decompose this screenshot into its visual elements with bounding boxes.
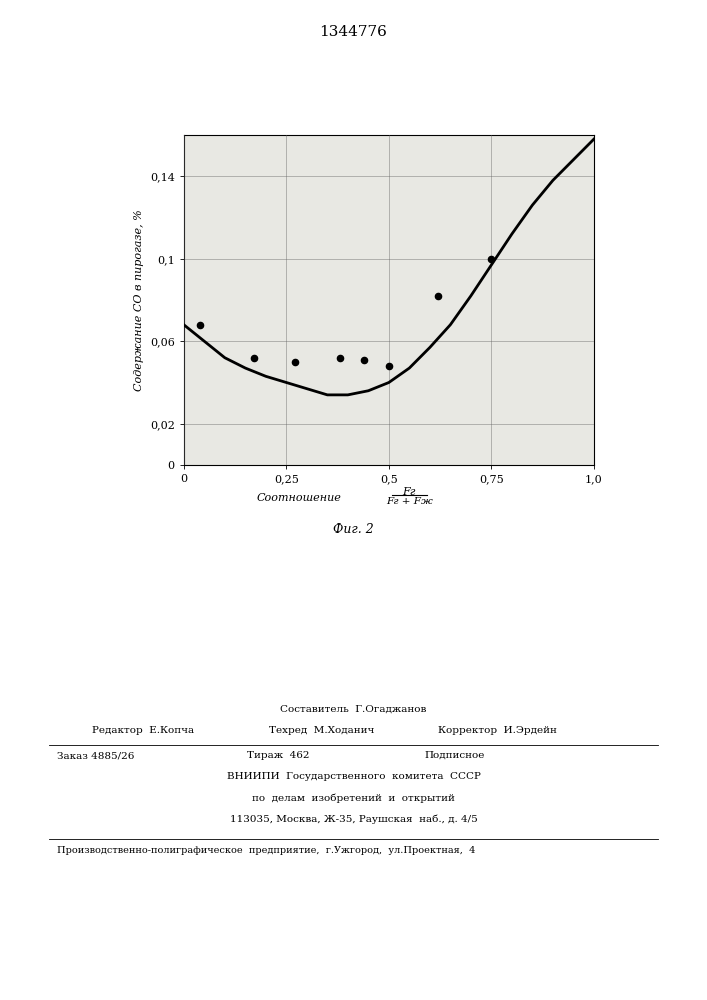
Point: [358, 352, 370, 368]
Point: [194, 317, 206, 333]
Text: Соотношение: Соотношение: [256, 493, 341, 503]
Text: 113035, Москва, Ж-35, Раушская  наб., д. 4/5: 113035, Москва, Ж-35, Раушская наб., д. …: [230, 814, 477, 824]
Point: [486, 251, 497, 267]
Text: Подписное: Подписное: [424, 751, 484, 760]
Text: Фиг. 2: Фиг. 2: [333, 523, 374, 536]
Point: [248, 350, 259, 366]
Text: 1344776: 1344776: [320, 25, 387, 39]
Point: [433, 288, 444, 304]
Text: Производственно-полиграфическое  предприятие,  г.Ужгород,  ул.Проектная,  4: Производственно-полиграфическое предприя…: [57, 846, 475, 855]
Point: [289, 354, 300, 370]
Text: Техред  М.Ходанич: Техред М.Ходанич: [269, 726, 374, 735]
Text: Fг: Fг: [403, 487, 416, 497]
Text: Корректор  И.Эрдейн: Корректор И.Эрдейн: [438, 726, 557, 735]
Point: [334, 350, 345, 366]
Text: Заказ 4885/26: Заказ 4885/26: [57, 751, 134, 760]
Text: Тираж  462: Тираж 462: [247, 751, 310, 760]
Text: ВНИИПИ  Государственного  комитета  СССР: ВНИИПИ Государственного комитета СССР: [226, 772, 481, 781]
Text: Составитель  Г.Огаджанов: Составитель Г.Огаджанов: [280, 705, 427, 714]
Point: [383, 358, 395, 374]
Text: Редактор  Е.Копча: Редактор Е.Копча: [92, 726, 194, 735]
Text: Fг + Fж: Fг + Fж: [386, 497, 433, 506]
Y-axis label: Содержание СО в пирогазе, %: Содержание СО в пирогазе, %: [134, 209, 144, 391]
Text: по  делам  изобретений  и  открытий: по делам изобретений и открытий: [252, 793, 455, 803]
